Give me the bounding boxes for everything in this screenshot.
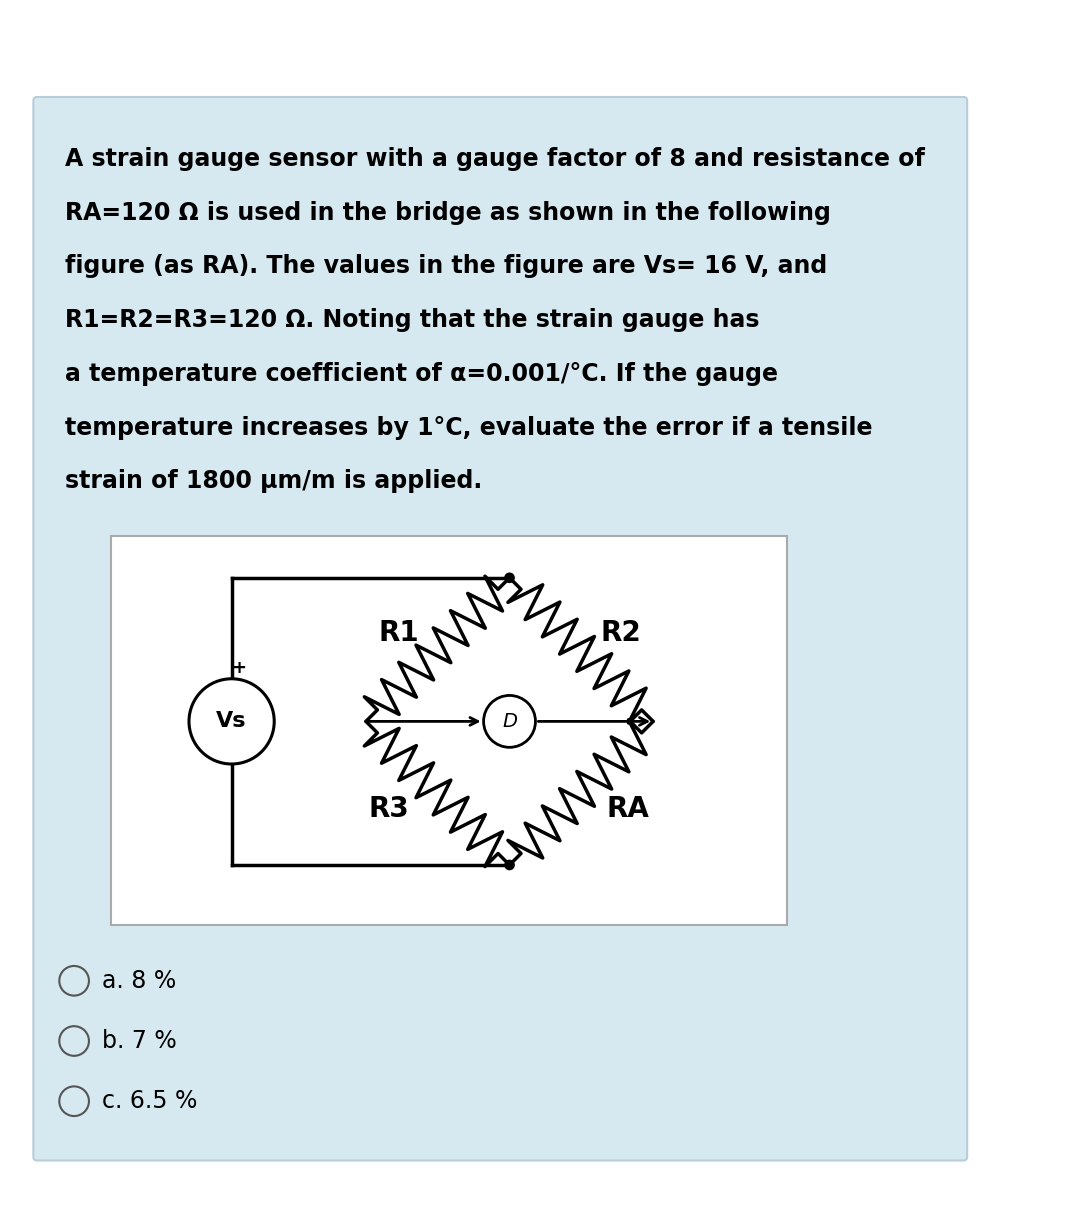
Bar — [111, 536, 787, 926]
Circle shape — [484, 695, 536, 748]
Text: RA=120 Ω is used in the bridge as shown in the following: RA=120 Ω is used in the bridge as shown … — [65, 201, 831, 224]
Text: R2: R2 — [600, 619, 642, 647]
Text: Vs: Vs — [216, 711, 247, 732]
Text: +: + — [231, 658, 246, 677]
Text: R1: R1 — [378, 619, 419, 647]
Text: D: D — [502, 712, 517, 731]
Text: R1=R2=R3=120 Ω. Noting that the strain gauge has: R1=R2=R3=120 Ω. Noting that the strain g… — [65, 308, 759, 332]
FancyBboxPatch shape — [33, 97, 968, 1161]
Text: a temperature coefficient of α=0.001/°C. If the gauge: a temperature coefficient of α=0.001/°C.… — [65, 362, 778, 386]
Text: temperature increases by 1°C, evaluate the error if a tensile: temperature increases by 1°C, evaluate t… — [65, 416, 873, 440]
Text: strain of 1800 μm/m is applied.: strain of 1800 μm/m is applied. — [65, 470, 482, 493]
Text: R3: R3 — [368, 796, 409, 824]
Text: figure (as RA). The values in the figure are Vs= 16 V, and: figure (as RA). The values in the figure… — [65, 255, 827, 278]
Text: A strain gauge sensor with a gauge factor of 8 and resistance of: A strain gauge sensor with a gauge facto… — [65, 147, 924, 170]
Text: b. 7 %: b. 7 % — [102, 1029, 177, 1053]
Text: a. 8 %: a. 8 % — [102, 969, 176, 993]
Circle shape — [189, 679, 274, 764]
Text: c. 6.5 %: c. 6.5 % — [102, 1089, 198, 1113]
Text: RA: RA — [607, 796, 649, 824]
Circle shape — [504, 574, 514, 582]
Circle shape — [504, 861, 514, 869]
